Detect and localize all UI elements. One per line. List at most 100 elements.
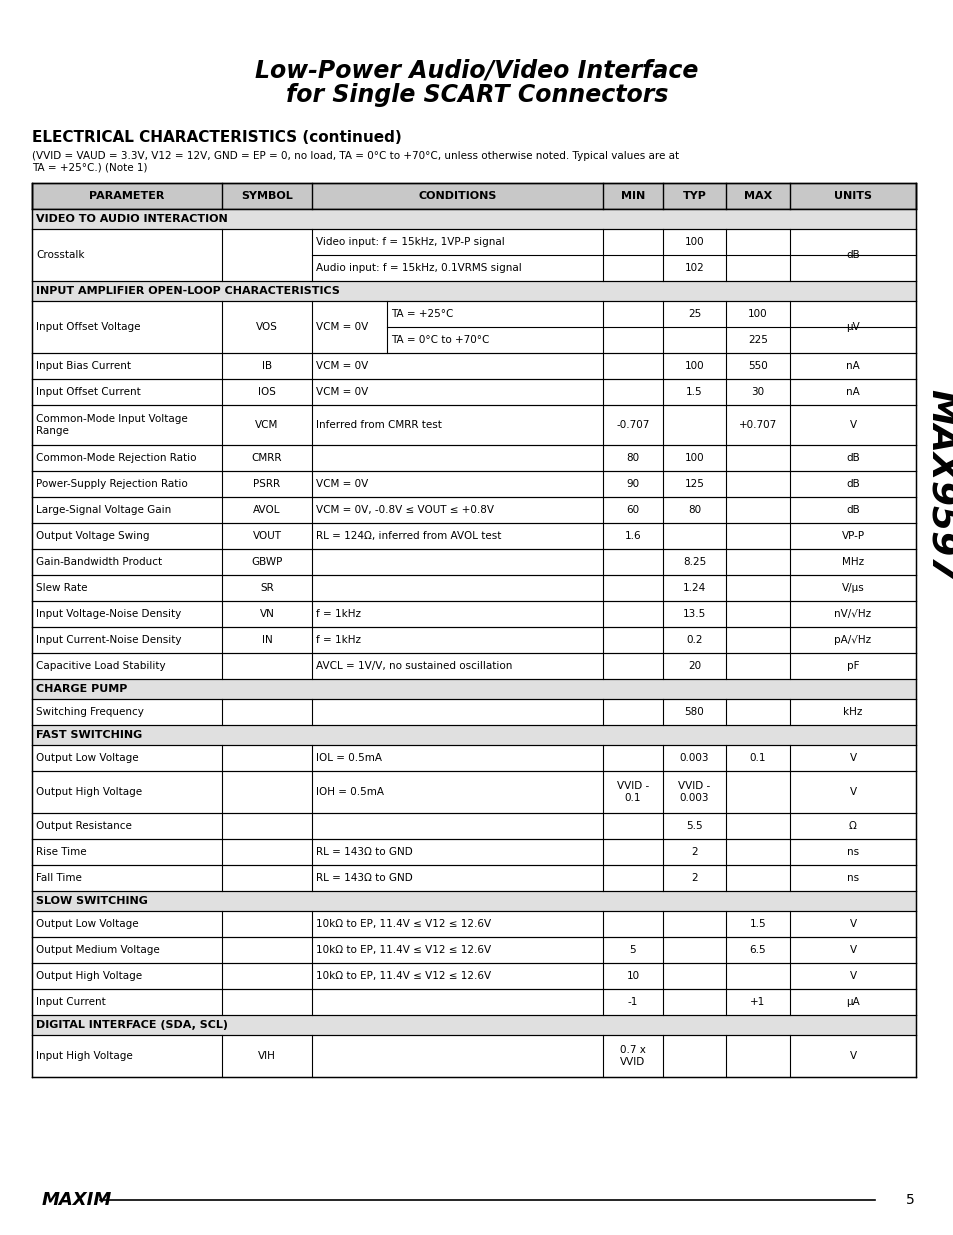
- Text: Crosstalk: Crosstalk: [36, 249, 85, 261]
- Text: AVOL: AVOL: [253, 505, 280, 515]
- Text: V: V: [848, 971, 856, 981]
- Text: Input High Voltage: Input High Voltage: [36, 1051, 132, 1061]
- Text: VVID -
0.1: VVID - 0.1: [617, 782, 648, 803]
- Text: Ω: Ω: [848, 821, 856, 831]
- Text: Output Resistance: Output Resistance: [36, 821, 132, 831]
- Text: Output High Voltage: Output High Voltage: [36, 787, 142, 797]
- Text: ns: ns: [846, 873, 858, 883]
- Text: Power-Supply Rejection Ratio: Power-Supply Rejection Ratio: [36, 479, 188, 489]
- Text: VCM = 0V: VCM = 0V: [315, 361, 368, 370]
- Text: VIH: VIH: [258, 1051, 275, 1061]
- Text: PARAMETER: PARAMETER: [90, 191, 165, 201]
- Text: dB: dB: [845, 453, 859, 463]
- Text: CMRR: CMRR: [252, 453, 282, 463]
- Bar: [32, 379, 915, 405]
- Bar: [32, 183, 915, 209]
- Text: MHz: MHz: [841, 557, 863, 567]
- Bar: [32, 282, 915, 301]
- Text: IOS: IOS: [258, 387, 275, 396]
- Text: Output Voltage Swing: Output Voltage Swing: [36, 531, 150, 541]
- Text: Fall Time: Fall Time: [36, 873, 82, 883]
- Bar: [32, 911, 915, 937]
- Text: 2: 2: [691, 873, 697, 883]
- Bar: [32, 699, 915, 725]
- Text: 20: 20: [687, 661, 700, 671]
- Text: 0.1: 0.1: [749, 753, 765, 763]
- Text: 1.5: 1.5: [685, 387, 702, 396]
- Text: 1.5: 1.5: [749, 919, 765, 929]
- Text: IOH = 0.5mA: IOH = 0.5mA: [315, 787, 384, 797]
- Text: VN: VN: [259, 609, 274, 619]
- Text: ELECTRICAL CHARACTERISTICS (continued): ELECTRICAL CHARACTERISTICS (continued): [32, 130, 401, 144]
- Text: 5: 5: [904, 1193, 913, 1207]
- Bar: [32, 601, 915, 627]
- Text: Rise Time: Rise Time: [36, 847, 87, 857]
- Bar: [32, 725, 915, 745]
- Text: 2: 2: [691, 847, 697, 857]
- Text: 100: 100: [684, 361, 703, 370]
- Text: Inferred from CMRR test: Inferred from CMRR test: [315, 420, 441, 430]
- Text: +1: +1: [750, 997, 765, 1007]
- Text: V: V: [848, 420, 856, 430]
- Text: Output High Voltage: Output High Voltage: [36, 971, 142, 981]
- Text: 60: 60: [626, 505, 639, 515]
- Text: VOS: VOS: [255, 322, 277, 332]
- Text: +0.707: +0.707: [739, 420, 777, 430]
- Text: IOL = 0.5mA: IOL = 0.5mA: [315, 753, 381, 763]
- Text: MAXIM: MAXIM: [42, 1191, 112, 1209]
- Text: Large-Signal Voltage Gain: Large-Signal Voltage Gain: [36, 505, 172, 515]
- Bar: [32, 627, 915, 653]
- Text: V: V: [848, 1051, 856, 1061]
- Text: kHz: kHz: [842, 706, 862, 718]
- Text: 10kΩ to EP, 11.4V ≤ V12 ≤ 12.6V: 10kΩ to EP, 11.4V ≤ V12 ≤ 12.6V: [315, 945, 491, 955]
- Bar: [32, 471, 915, 496]
- Text: Gain-Bandwidth Product: Gain-Bandwidth Product: [36, 557, 162, 567]
- Text: f = 1kHz: f = 1kHz: [315, 609, 360, 619]
- Text: for Single SCART Connectors: for Single SCART Connectors: [286, 83, 667, 107]
- Bar: [32, 445, 915, 471]
- Text: VCM = 0V, -0.8V ≤ VOUT ≤ +0.8V: VCM = 0V, -0.8V ≤ VOUT ≤ +0.8V: [315, 505, 494, 515]
- Text: -1: -1: [627, 997, 638, 1007]
- Text: Input Current: Input Current: [36, 997, 106, 1007]
- Text: -0.707: -0.707: [616, 420, 649, 430]
- Bar: [32, 989, 915, 1015]
- Text: V: V: [848, 753, 856, 763]
- Text: RL = 143Ω to GND: RL = 143Ω to GND: [315, 873, 413, 883]
- Bar: [32, 576, 915, 601]
- Text: dB: dB: [845, 479, 859, 489]
- Text: TA = +25°C: TA = +25°C: [391, 309, 453, 319]
- Text: MAX9597: MAX9597: [924, 389, 953, 582]
- Text: 5: 5: [629, 945, 636, 955]
- Text: RL = 143Ω to GND: RL = 143Ω to GND: [315, 847, 413, 857]
- Text: 5.5: 5.5: [685, 821, 702, 831]
- Bar: [32, 937, 915, 963]
- Text: SR: SR: [260, 583, 274, 593]
- Text: V: V: [848, 945, 856, 955]
- Text: 102: 102: [684, 263, 703, 273]
- Text: Switching Frequency: Switching Frequency: [36, 706, 144, 718]
- Text: VCM = 0V: VCM = 0V: [315, 479, 368, 489]
- Text: 100: 100: [684, 453, 703, 463]
- Text: Output Low Voltage: Output Low Voltage: [36, 753, 138, 763]
- Text: V: V: [848, 919, 856, 929]
- Text: VCM = 0V: VCM = 0V: [315, 322, 368, 332]
- Text: 100: 100: [684, 237, 703, 247]
- Text: 10: 10: [626, 971, 639, 981]
- Bar: [32, 771, 915, 813]
- Bar: [32, 679, 915, 699]
- Text: Input Voltage-Noise Density: Input Voltage-Noise Density: [36, 609, 181, 619]
- Text: 580: 580: [684, 706, 703, 718]
- Text: f = 1kHz: f = 1kHz: [315, 635, 360, 645]
- Text: CONDITIONS: CONDITIONS: [417, 191, 497, 201]
- Text: V/μs: V/μs: [841, 583, 863, 593]
- Text: (VVID = VAUD = 3.3V, V12 = 12V, GND = EP = 0, no load, TA = 0°C to +70°C, unless: (VVID = VAUD = 3.3V, V12 = 12V, GND = EP…: [32, 151, 679, 161]
- Text: μA: μA: [845, 997, 859, 1007]
- Text: Capacitive Load Stability: Capacitive Load Stability: [36, 661, 166, 671]
- Text: 6.5: 6.5: [749, 945, 765, 955]
- Bar: [32, 405, 915, 445]
- Text: 30: 30: [751, 387, 763, 396]
- Text: VP-P: VP-P: [841, 531, 863, 541]
- Text: Input Bias Current: Input Bias Current: [36, 361, 131, 370]
- Text: VOUT: VOUT: [253, 531, 281, 541]
- Text: 0.003: 0.003: [679, 753, 708, 763]
